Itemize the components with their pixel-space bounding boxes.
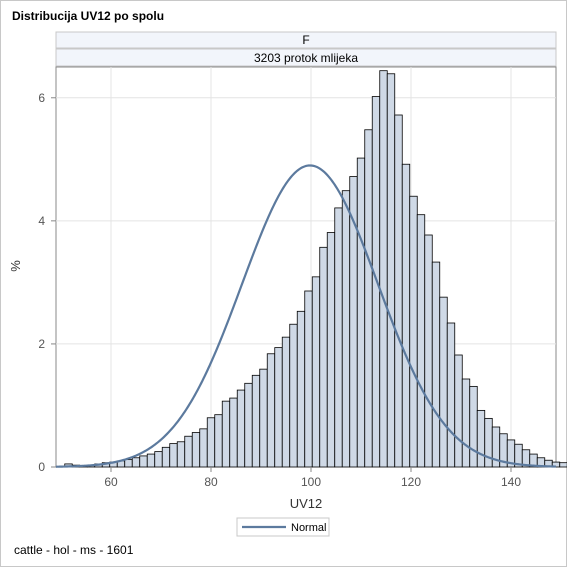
histogram-bar	[139, 455, 148, 468]
chart-title: Distribucija UV12 po spolu	[12, 9, 165, 23]
histogram-bar	[326, 232, 336, 468]
y-tick-label: 2	[38, 337, 45, 351]
histogram-bar	[244, 382, 253, 468]
x-tick-label: 140	[501, 475, 521, 489]
histogram-bar	[199, 428, 208, 468]
panel-header-row2-label: 3203 protok mlijeka	[254, 51, 358, 65]
histogram-bar	[274, 347, 283, 468]
x-tick-label: 120	[401, 475, 421, 489]
histogram-bar	[356, 157, 366, 468]
histogram-bar	[304, 290, 313, 468]
histogram-bar	[161, 446, 171, 468]
histogram-bar	[379, 70, 388, 468]
histogram-bar	[176, 441, 186, 468]
y-axis-ticks: 0 2 4 6	[38, 91, 56, 474]
footnote: cattle - hol - ms - 1601	[14, 543, 134, 557]
x-tick-label: 80	[204, 475, 218, 489]
panel-header-row2	[55, 48, 557, 67]
x-axis-ticks: 60 80 100 120 140	[104, 467, 521, 489]
histogram-bar	[439, 296, 448, 468]
x-tick-label: 100	[301, 475, 321, 489]
histogram-bar	[221, 400, 231, 468]
histogram-bar	[214, 414, 223, 468]
histogram-bar	[191, 432, 201, 468]
histogram-bar	[454, 354, 463, 468]
x-tick-label: 60	[104, 475, 118, 489]
y-tick-label: 6	[38, 91, 45, 105]
histogram-bar	[424, 234, 433, 468]
x-axis-label: UV12	[290, 496, 323, 511]
histogram-bar	[394, 114, 403, 468]
histogram-bar	[334, 207, 343, 468]
histogram-bar	[409, 195, 418, 468]
histogram-bar	[484, 417, 493, 468]
panel-header-row1-label: F	[302, 33, 309, 47]
histogram-bar	[259, 368, 268, 468]
normal-curve	[55, 164, 557, 468]
panel-header-row1	[55, 31, 557, 49]
histogram-bars	[64, 70, 567, 468]
histogram-bar	[131, 457, 141, 468]
histogram-bar	[461, 378, 471, 468]
histogram-bar	[319, 246, 328, 468]
histogram-bar	[431, 261, 441, 468]
histogram-bar	[124, 459, 133, 468]
histogram-bar	[476, 409, 486, 468]
histogram-bar	[206, 417, 216, 468]
histogram-bar	[364, 129, 373, 468]
histogram-bar	[386, 73, 396, 468]
histogram-bar	[266, 353, 276, 468]
histogram-bar	[251, 374, 261, 468]
histogram-bar	[341, 190, 351, 468]
histogram-bar	[416, 214, 426, 468]
histogram-bar	[169, 443, 178, 468]
histogram-bar	[401, 163, 411, 468]
histogram-bar	[146, 453, 156, 468]
histogram-bar	[469, 385, 478, 468]
histogram-bar	[311, 276, 321, 468]
histogram-bar	[281, 336, 291, 468]
histogram-bar	[229, 397, 238, 468]
histogram-bar	[296, 310, 306, 468]
legend-normal-label: Normal	[291, 522, 326, 534]
histogram-bar	[236, 389, 246, 468]
y-axis-label: %	[8, 260, 23, 272]
histogram-bar	[154, 451, 163, 468]
histogram-bar	[559, 462, 567, 468]
y-tick-label: 4	[38, 214, 45, 228]
histogram-bar	[289, 323, 298, 468]
histogram-bar	[184, 435, 193, 468]
y-tick-label: 0	[38, 460, 45, 474]
histogram-bar	[446, 322, 456, 468]
